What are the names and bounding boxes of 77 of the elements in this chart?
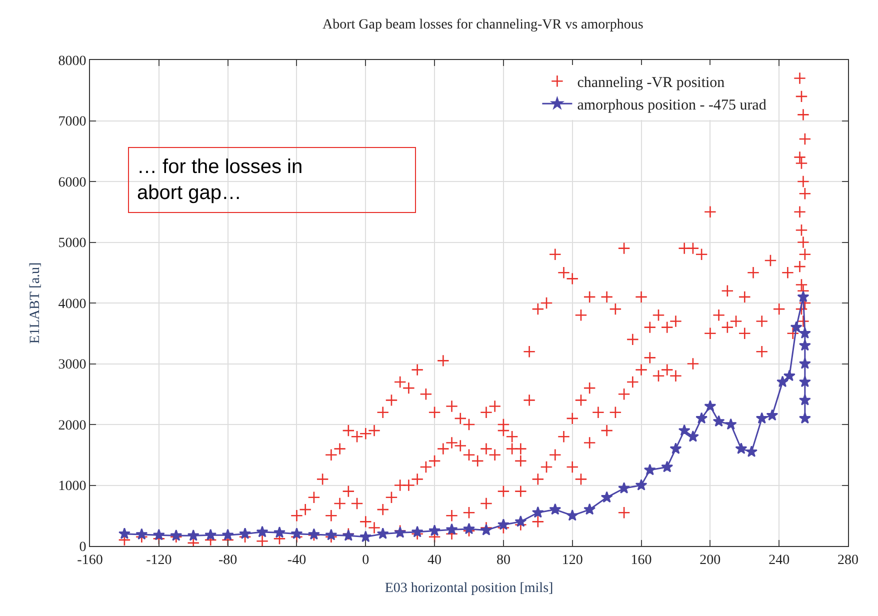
x-tick-label: -40 <box>287 552 306 568</box>
point <box>670 442 682 454</box>
y-tick-label: 4000 <box>58 296 86 312</box>
point <box>644 464 656 476</box>
y-axis-title: E1LABT [a.u] <box>28 262 43 344</box>
chart-title: Abort Gap beam losses for channeling-VR vs amorphous <box>322 17 644 32</box>
point <box>696 412 708 424</box>
point <box>661 460 674 472</box>
point <box>152 528 165 540</box>
x-tick-label: 240 <box>768 552 790 568</box>
x-tick-label: -160 <box>77 552 103 568</box>
point <box>136 528 148 540</box>
point <box>376 528 389 540</box>
point <box>532 506 544 518</box>
point <box>290 528 303 540</box>
point <box>686 430 699 442</box>
point <box>618 482 630 494</box>
x-tick-label: 280 <box>838 552 858 568</box>
point <box>446 523 458 535</box>
point <box>766 409 778 421</box>
point <box>704 400 716 412</box>
point <box>118 528 130 540</box>
point <box>187 529 200 541</box>
point <box>566 509 578 521</box>
point <box>783 370 796 382</box>
y-tick-label: 6000 <box>58 175 86 190</box>
point <box>735 442 748 454</box>
point <box>274 526 286 538</box>
point <box>549 503 562 515</box>
point <box>584 503 596 515</box>
legend-label: channeling -VR position <box>577 74 726 91</box>
point <box>428 524 441 536</box>
x-tick-label: -80 <box>218 552 238 568</box>
x-tick-label: 200 <box>700 552 721 568</box>
point <box>497 518 510 530</box>
y-tick-label: 5000 <box>58 236 86 252</box>
x-tick-label: -120 <box>146 552 172 568</box>
x-tick-label: 160 <box>630 552 652 568</box>
point <box>411 526 424 538</box>
y-tick-label: 1000 <box>58 479 86 494</box>
point <box>776 376 789 388</box>
point <box>360 530 372 542</box>
point <box>746 446 758 458</box>
y-tick-label: 2000 <box>58 418 86 434</box>
legend-label: amorphous position - -475 urad <box>577 97 767 114</box>
point <box>514 515 527 527</box>
point <box>600 491 613 503</box>
y-tick-label: 0 <box>79 540 86 555</box>
point <box>635 479 648 490</box>
point <box>463 522 475 534</box>
point <box>712 415 725 427</box>
y-tick-label: 7000 <box>58 114 86 130</box>
point <box>724 418 737 430</box>
point <box>678 424 690 436</box>
point <box>798 412 811 424</box>
point <box>797 290 810 302</box>
x-tick-label: 80 <box>496 552 510 568</box>
point <box>239 528 252 540</box>
y-tick-label: 8000 <box>58 54 86 69</box>
point <box>204 528 217 540</box>
point <box>256 526 268 538</box>
x-tick-label: 40 <box>428 552 442 568</box>
x-axis-title: E03 horizontal position [mils] <box>384 581 554 596</box>
point <box>798 339 811 351</box>
point <box>798 358 811 369</box>
point <box>325 528 338 540</box>
point <box>756 412 768 424</box>
x-tick-label: 120 <box>562 552 583 568</box>
point <box>170 529 182 541</box>
point <box>798 376 811 388</box>
point <box>222 528 234 540</box>
y-tick-label: 3000 <box>58 358 86 373</box>
point <box>798 327 811 339</box>
point <box>798 394 811 406</box>
x-tick-label: 0 <box>362 552 370 568</box>
point <box>790 321 802 332</box>
annotation: … for the losses in abort gap… <box>137 156 303 204</box>
